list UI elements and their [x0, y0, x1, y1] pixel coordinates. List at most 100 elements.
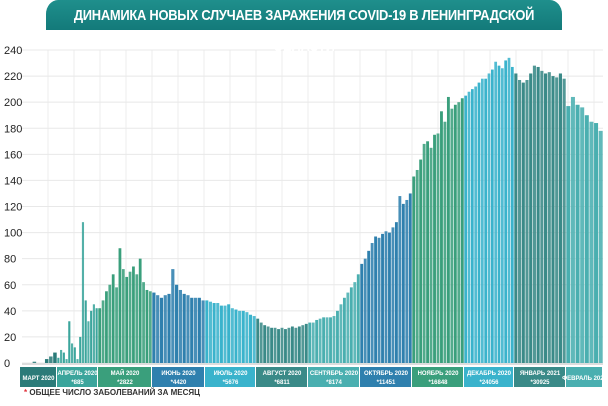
bar [575, 104, 580, 364]
month-label: ЯНВАРЬ 2021 [520, 371, 561, 377]
bar [62, 352, 65, 363]
bar [570, 96, 575, 363]
bar [377, 237, 381, 363]
bar [388, 232, 391, 363]
bar [525, 79, 529, 363]
bar [464, 95, 468, 363]
bar [297, 326, 301, 363]
bar [175, 284, 179, 363]
bar [108, 284, 112, 363]
bar [415, 169, 419, 363]
bar [287, 327, 291, 363]
bar [182, 293, 186, 363]
bar [336, 310, 339, 363]
bar [101, 300, 105, 363]
y-tick-label: 220 [4, 71, 22, 83]
bar [148, 291, 152, 363]
bar [329, 317, 332, 363]
bar [178, 289, 182, 363]
bar [580, 107, 585, 363]
bar [57, 357, 60, 363]
bar [536, 66, 540, 364]
footnote-star: * [24, 388, 28, 397]
bar [494, 61, 498, 364]
bar [457, 102, 461, 364]
bar [159, 297, 164, 363]
bar [474, 86, 478, 364]
bar [290, 326, 294, 363]
bar [521, 82, 525, 364]
y-tick-label: 20 [4, 332, 16, 344]
bar [398, 196, 402, 363]
bar [487, 73, 491, 363]
bar [84, 300, 87, 363]
bar [532, 65, 536, 364]
bar [284, 329, 287, 363]
bar [304, 323, 308, 363]
month-band [360, 367, 411, 387]
bar [311, 322, 315, 363]
month-label: АПРЕЛЬ 2020 [57, 371, 98, 377]
month-total: *5676 [223, 380, 239, 386]
bar [453, 104, 457, 364]
bar [339, 304, 343, 363]
bar [405, 199, 409, 363]
bar [90, 310, 93, 363]
month-band [514, 367, 565, 387]
month-band [256, 367, 307, 387]
bar [504, 60, 508, 363]
y-tick-label: 60 [4, 280, 16, 292]
bar [419, 159, 423, 363]
y-tick-label: 120 [4, 202, 22, 214]
month-label: МАЙ 2020 [111, 369, 140, 377]
month-total: *16848 [428, 380, 448, 386]
bar [208, 301, 212, 363]
bar [450, 108, 454, 363]
y-tick-label: 80 [4, 254, 16, 266]
bar [249, 314, 253, 363]
bar [589, 121, 594, 364]
bar [370, 243, 374, 363]
y-tick-label: 100 [4, 228, 22, 240]
bar [460, 98, 464, 364]
bar [60, 349, 63, 363]
month-total: *6811 [274, 380, 290, 386]
bar [598, 130, 603, 363]
bar [332, 316, 336, 363]
bar [49, 356, 53, 363]
bar [363, 258, 367, 363]
month-band [412, 367, 463, 387]
month-band [57, 367, 97, 387]
month-label: АВГУСТ 2020 [263, 371, 302, 377]
bar [490, 69, 494, 363]
bar [374, 236, 378, 363]
bar [544, 73, 548, 363]
bar [412, 176, 416, 363]
bar [92, 304, 95, 363]
y-tick-label: 180 [4, 123, 22, 135]
bar [138, 258, 142, 363]
bar [197, 297, 201, 363]
chart-title: ДИНАМИКА НОВЫХ СЛУЧАЕВ ЗАРАЖЕНИЯ COVID-1… [46, 0, 562, 55]
bar [79, 336, 82, 363]
bar [245, 312, 249, 363]
y-tick-label: 140 [4, 175, 22, 187]
bar [507, 57, 511, 363]
bar [171, 269, 175, 363]
bar [356, 274, 360, 363]
bar [212, 303, 216, 363]
bar [53, 352, 57, 363]
bar [467, 91, 471, 363]
bar [115, 287, 118, 363]
bar [594, 123, 599, 364]
bar [584, 115, 589, 363]
bar [555, 77, 559, 363]
bar [294, 327, 298, 363]
bar [273, 327, 277, 363]
bar [443, 121, 447, 364]
month-label: ОКТЯБРЬ 2020 [364, 371, 409, 377]
month-label: ИЮЛЬ 2020 [214, 371, 248, 377]
y-tick-label: 200 [4, 97, 22, 109]
bar [65, 359, 68, 363]
bar [440, 111, 443, 363]
